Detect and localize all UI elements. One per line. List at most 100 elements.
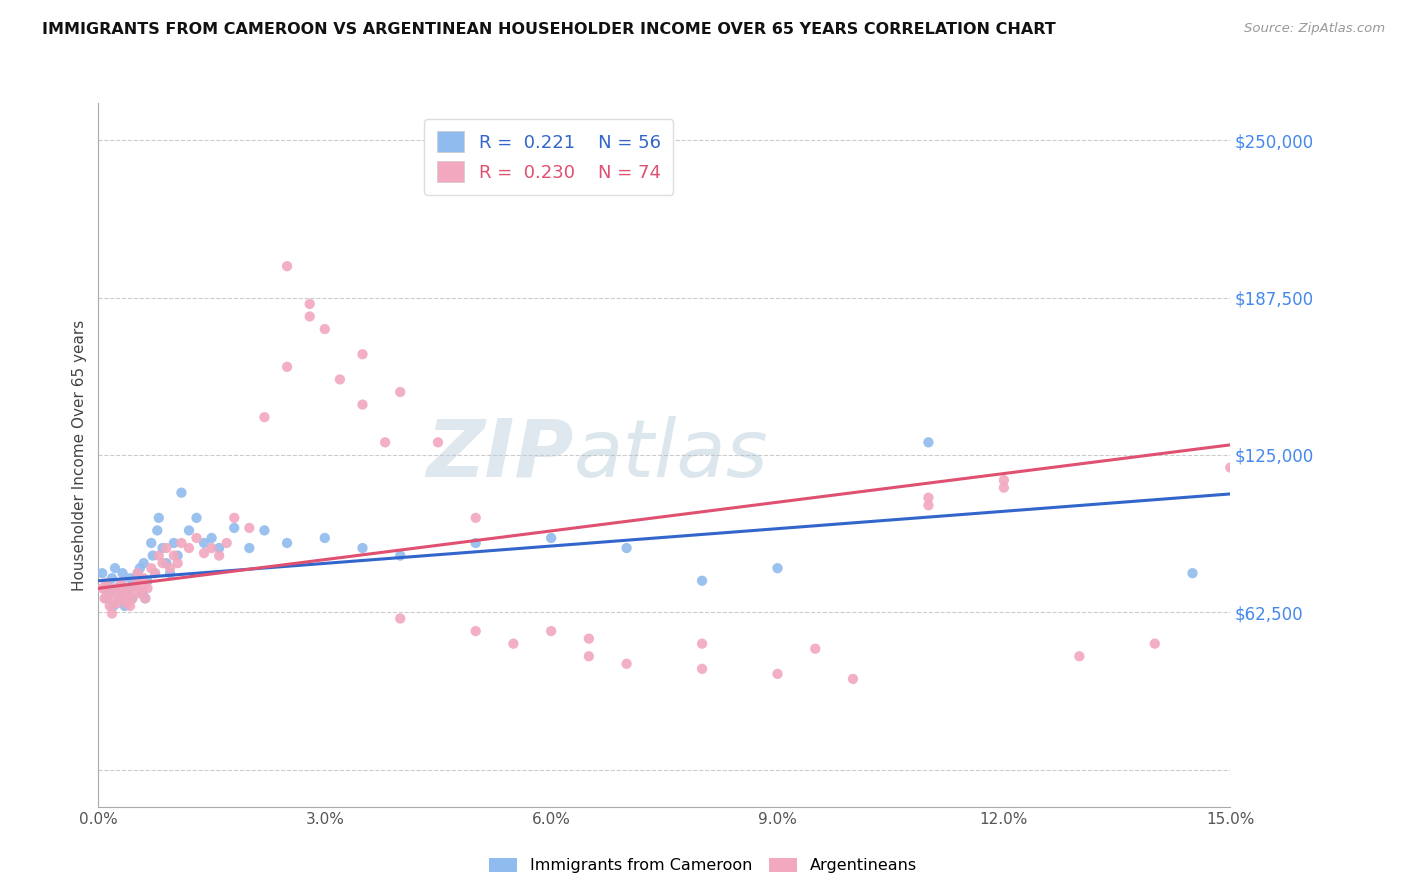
- Text: Source: ZipAtlas.com: Source: ZipAtlas.com: [1244, 22, 1385, 36]
- Point: [148, 549, 170, 563]
- Point: [170, 485, 193, 500]
- Point: [238, 521, 260, 535]
- Point: [253, 410, 276, 425]
- Point: [143, 566, 166, 581]
- Point: [352, 541, 374, 555]
- Point: [134, 591, 156, 606]
- Point: [314, 322, 336, 336]
- Point: [101, 571, 124, 585]
- Point: [464, 624, 486, 639]
- Point: [993, 481, 1015, 495]
- Point: [120, 599, 142, 613]
- Point: [127, 566, 149, 581]
- Point: [159, 561, 181, 575]
- Point: [121, 591, 143, 606]
- Point: [111, 591, 134, 606]
- Point: [132, 571, 155, 585]
- Point: [1219, 460, 1241, 475]
- Point: [115, 596, 138, 610]
- Point: [917, 498, 939, 512]
- Point: [108, 586, 131, 600]
- Point: [131, 582, 153, 596]
- Point: [690, 637, 713, 651]
- Text: IMMIGRANTS FROM CAMEROON VS ARGENTINEAN HOUSEHOLDER INCOME OVER 65 YEARS CORRELA: IMMIGRANTS FROM CAMEROON VS ARGENTINEAN …: [42, 22, 1056, 37]
- Point: [540, 624, 562, 639]
- Point: [276, 359, 298, 374]
- Point: [201, 541, 224, 555]
- Point: [166, 556, 188, 570]
- Point: [155, 556, 177, 570]
- Point: [141, 561, 163, 575]
- Point: [502, 637, 524, 651]
- Legend: R =  0.221    N = 56, R =  0.230    N = 74: R = 0.221 N = 56, R = 0.230 N = 74: [425, 119, 673, 194]
- Point: [104, 582, 127, 596]
- Point: [616, 657, 638, 671]
- Point: [276, 259, 298, 273]
- Point: [1181, 566, 1204, 581]
- Point: [1069, 649, 1091, 664]
- Point: [186, 511, 208, 525]
- Point: [616, 541, 638, 555]
- Point: [132, 556, 155, 570]
- Point: [201, 531, 224, 545]
- Point: [91, 582, 114, 596]
- Point: [114, 582, 136, 596]
- Point: [389, 611, 412, 625]
- Point: [766, 561, 789, 575]
- Point: [766, 666, 789, 681]
- Point: [93, 591, 115, 606]
- Point: [193, 536, 215, 550]
- Point: [374, 435, 396, 450]
- Point: [91, 566, 114, 581]
- Point: [177, 541, 200, 555]
- Point: [141, 536, 163, 550]
- Point: [148, 511, 170, 525]
- Point: [127, 566, 149, 581]
- Point: [578, 649, 600, 664]
- Point: [238, 541, 260, 555]
- Point: [186, 531, 208, 545]
- Point: [163, 549, 186, 563]
- Point: [94, 591, 117, 606]
- Point: [98, 586, 121, 600]
- Point: [96, 576, 118, 591]
- Point: [110, 576, 132, 591]
- Point: [117, 582, 139, 596]
- Point: [94, 576, 117, 591]
- Point: [917, 435, 939, 450]
- Point: [111, 566, 134, 581]
- Point: [208, 549, 231, 563]
- Point: [804, 641, 827, 656]
- Point: [125, 574, 148, 588]
- Point: [389, 384, 412, 399]
- Point: [136, 582, 159, 596]
- Point: [298, 310, 321, 324]
- Legend: Immigrants from Cameroon, Argentineans: Immigrants from Cameroon, Argentineans: [482, 851, 924, 880]
- Y-axis label: Householder Income Over 65 years: Householder Income Over 65 years: [72, 319, 87, 591]
- Point: [352, 347, 374, 361]
- Point: [98, 599, 121, 613]
- Point: [152, 556, 174, 570]
- Point: [159, 566, 181, 581]
- Point: [96, 586, 118, 600]
- Point: [120, 571, 142, 585]
- Point: [124, 579, 146, 593]
- Point: [163, 536, 186, 550]
- Point: [114, 599, 136, 613]
- Point: [143, 566, 166, 581]
- Point: [104, 561, 127, 575]
- Point: [105, 596, 128, 610]
- Point: [108, 591, 131, 606]
- Point: [136, 574, 159, 588]
- Point: [389, 549, 412, 563]
- Point: [152, 541, 174, 555]
- Point: [427, 435, 450, 450]
- Point: [105, 582, 128, 596]
- Point: [129, 586, 152, 600]
- Point: [131, 586, 153, 600]
- Point: [166, 549, 188, 563]
- Point: [142, 549, 165, 563]
- Point: [314, 531, 336, 545]
- Point: [690, 662, 713, 676]
- Point: [224, 521, 246, 535]
